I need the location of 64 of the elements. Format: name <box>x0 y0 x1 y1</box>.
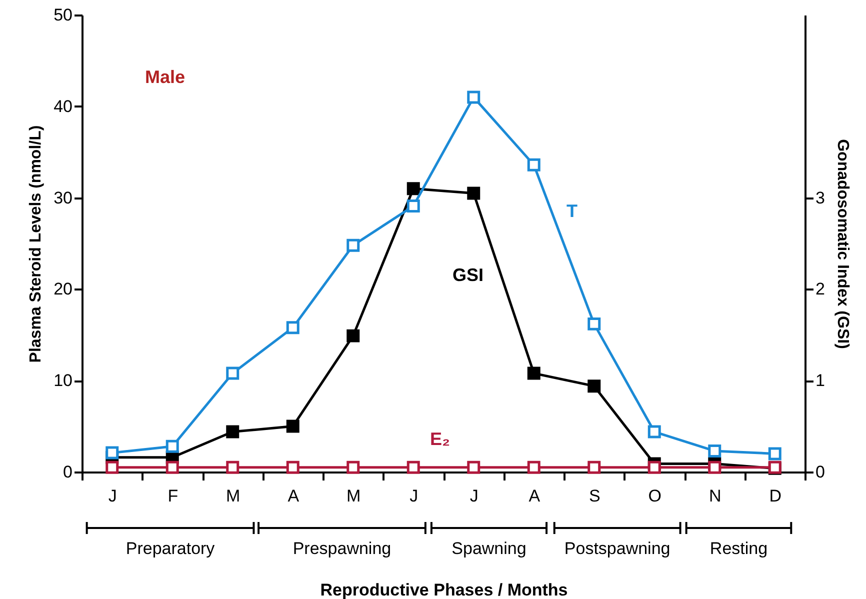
y-tick-label: 20 <box>54 280 72 299</box>
text: Postspawning <box>564 539 670 558</box>
x-tick-label: F <box>168 486 178 506</box>
point <box>406 200 420 213</box>
point <box>588 317 601 330</box>
x-tick-label: J <box>108 486 117 506</box>
x-tick-label: O <box>648 486 662 506</box>
point <box>226 460 240 474</box>
annotation: Male <box>144 67 186 87</box>
x-tick-label: M <box>226 486 240 506</box>
x-tick-label: S <box>588 486 600 506</box>
point <box>406 182 420 196</box>
x-tick-label: A <box>528 486 541 506</box>
series-label: E₂ <box>430 429 450 449</box>
x-tick-label: N <box>708 486 722 506</box>
series-label: T <box>566 201 578 221</box>
point <box>106 460 119 474</box>
point <box>527 158 540 172</box>
x-axis-title: Reproductive Phases / Months <box>320 580 568 599</box>
y-tick-label: 10 <box>54 371 72 390</box>
point <box>467 90 480 104</box>
x-tick-label: A <box>288 486 300 506</box>
y2-axis-title: Gonadosomatic Index (GSI) <box>834 139 851 349</box>
point <box>648 425 661 438</box>
point <box>467 186 480 200</box>
point <box>106 446 119 460</box>
point <box>588 380 601 393</box>
point <box>346 238 360 252</box>
point <box>708 444 722 458</box>
point <box>286 460 300 474</box>
y2-tick-label: 3 <box>816 188 825 208</box>
point <box>467 460 480 474</box>
text: Prespawning <box>292 539 392 558</box>
point <box>346 329 360 342</box>
point <box>286 420 300 433</box>
y-tick-label: 0 <box>63 462 72 482</box>
y-tick-label: 50 <box>54 6 72 24</box>
text: Resting <box>710 539 768 558</box>
x-tick-label: M <box>346 486 361 506</box>
point <box>708 460 722 474</box>
y-axis-title: Plasma Steroid Levels (nmol/L) <box>28 125 45 363</box>
x-tick-label: J <box>470 486 478 506</box>
point <box>166 440 179 453</box>
x-tick-label: D <box>769 486 782 506</box>
point <box>226 425 240 438</box>
series-label: GSI <box>452 265 484 285</box>
y2-tick-label: 0 <box>816 462 825 482</box>
y2-tick-label: 1 <box>816 371 825 390</box>
point <box>588 460 601 474</box>
point <box>286 321 300 334</box>
point <box>527 366 540 380</box>
y2-tick-label: 2 <box>816 280 825 299</box>
x-tick-label: J <box>410 486 418 506</box>
point <box>346 460 360 474</box>
point <box>226 366 240 380</box>
point <box>648 460 661 474</box>
y-tick-label: 30 <box>54 188 72 208</box>
y-tick-label: 40 <box>54 96 72 116</box>
point <box>527 460 540 474</box>
point <box>768 447 782 460</box>
point <box>406 460 420 474</box>
text: Preparatory <box>126 539 216 558</box>
point <box>166 460 179 474</box>
text: Spawning <box>452 539 526 558</box>
